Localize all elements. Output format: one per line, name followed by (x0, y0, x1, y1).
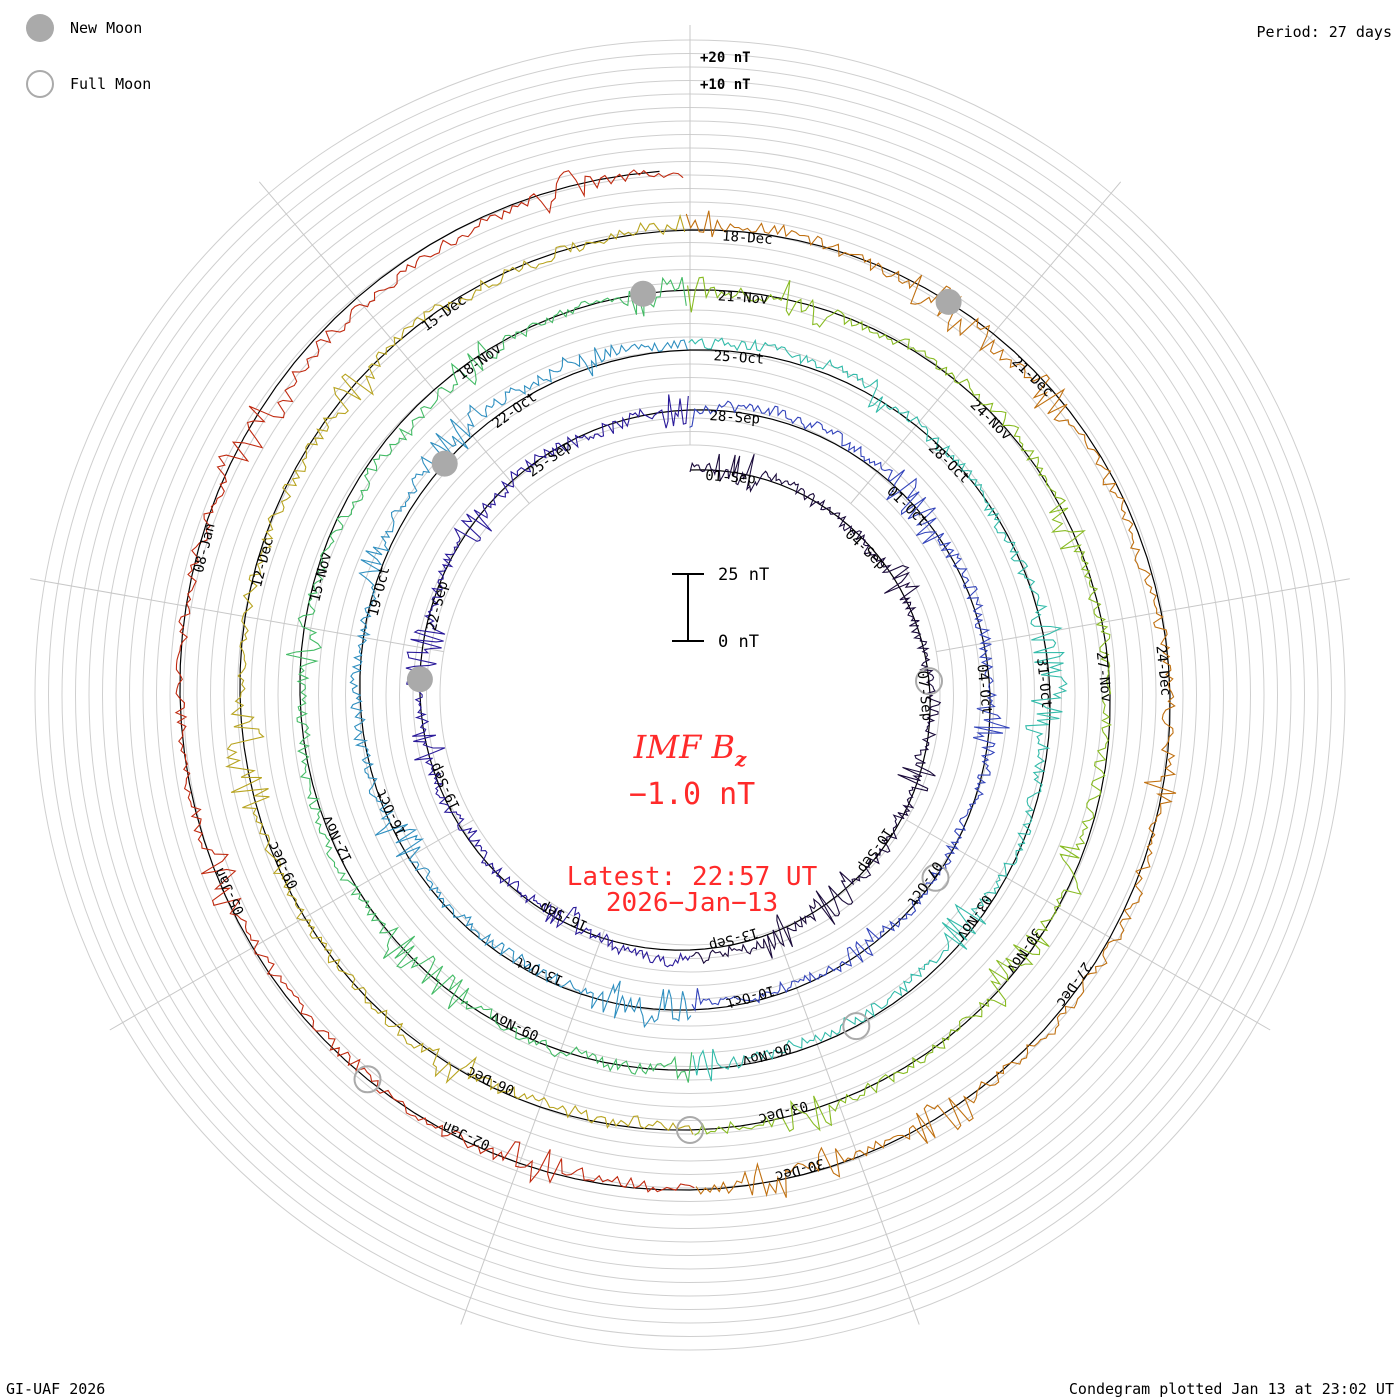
scale-bar: 25 nT 0 nT (672, 565, 769, 652)
date-label: 12-Dec (249, 536, 277, 589)
bz-series-segment (688, 337, 1068, 1082)
plotted-label: Condegram plotted Jan 13 at 23:02 UT (1068, 1380, 1394, 1398)
radial-spoke (906, 819, 1271, 1031)
ring-label-plus20: +20 nT (700, 50, 751, 66)
radial-spoke (460, 929, 605, 1325)
radial-spoke (30, 578, 444, 653)
date-label: 12-Nov (319, 812, 356, 864)
bz-trace (174, 169, 1177, 1198)
date-label: 27-Nov (1093, 651, 1114, 703)
legend-new-moon: New Moon (26, 14, 142, 42)
date-label: 25-Oct (713, 348, 765, 367)
date-label: 19-Oct (366, 565, 394, 618)
latest-date: 2026−Jan−13 (606, 888, 778, 918)
new-moon-label: New Moon (70, 19, 143, 37)
bz-series-segment (174, 169, 695, 1193)
ring-labels: +20 nT +10 nT (700, 50, 751, 93)
bz-series-segment (689, 400, 1010, 1012)
date-label: 04-Sep (842, 526, 889, 573)
full-moon-marker (676, 1116, 704, 1144)
center-readout: IMF Bz −1.0 nT Latest: 22:57 UT 2026−Jan… (567, 728, 818, 918)
date-label: 30-Dec (773, 1155, 826, 1184)
date-label: 07-Oct (904, 858, 946, 909)
date-label: 16-Sep (538, 898, 591, 933)
full-moon-icon (26, 70, 54, 98)
bz-series-segment (685, 210, 1177, 1198)
new-moon-marker (431, 450, 458, 477)
ring-label-plus10: +10 nT (700, 77, 751, 93)
full-moon-marker (353, 1065, 382, 1094)
date-label: 03-Dec (757, 1097, 810, 1126)
date-label: 06-Dec (464, 1063, 517, 1098)
bz-series-segment (687, 276, 1112, 1136)
date-label: 28-Sep (709, 408, 761, 427)
radial-spoke (775, 929, 920, 1325)
date-label: 02-Jan (440, 1117, 493, 1152)
current-value: −1.0 nT (629, 777, 755, 812)
full-moon-marker (921, 863, 950, 892)
scale-bottom-label: 0 nT (718, 632, 759, 652)
legend-full-moon: Full Moon (26, 70, 151, 98)
date-label: 21-Nov (717, 288, 769, 307)
chart-title: IMF Bz (633, 728, 747, 771)
date-label: 07-Sep (914, 670, 935, 722)
bz-series-segment (349, 339, 692, 1029)
new-moon-icon (26, 14, 54, 42)
date-label: 18-Dec (722, 228, 774, 247)
date-label: 04-Oct (973, 664, 994, 716)
moon-markers (353, 280, 962, 1144)
date-label: 27-Dec (1053, 959, 1095, 1010)
full-moon-marker (842, 1012, 871, 1041)
date-label: 06-Nov (740, 1039, 793, 1068)
date-label: 22-Oct (490, 389, 540, 432)
new-moon-marker (406, 666, 433, 693)
date-label: 16-Oct (373, 786, 410, 838)
bz-series-segment (405, 394, 691, 968)
period-label: Period: 27 days (1256, 23, 1392, 41)
radial-spoke (936, 578, 1350, 653)
date-label: 01-Sep (705, 468, 757, 487)
radial-spoke (850, 181, 1122, 504)
date-label: 31-Oct (1033, 657, 1054, 709)
credit-label: GI-UAF 2026 (6, 1380, 106, 1398)
date-label: 13-Oct (513, 953, 566, 988)
scale-top-label: 25 nT (718, 565, 769, 585)
full-moon-marker (915, 667, 943, 696)
date-label: 19-Sep (427, 760, 464, 812)
new-moon-marker (630, 280, 657, 307)
date-label: 25-Sep (525, 438, 575, 481)
date-label: 24-Dec (1152, 645, 1173, 697)
bz-series-segment (225, 213, 694, 1135)
latest-time: Latest: 22:57 UT (567, 862, 818, 892)
bz-series-segment (286, 276, 693, 1083)
full-moon-label: Full Moon (70, 75, 152, 93)
new-moon-marker (935, 288, 962, 315)
date-label: 15-Nov (307, 551, 335, 604)
